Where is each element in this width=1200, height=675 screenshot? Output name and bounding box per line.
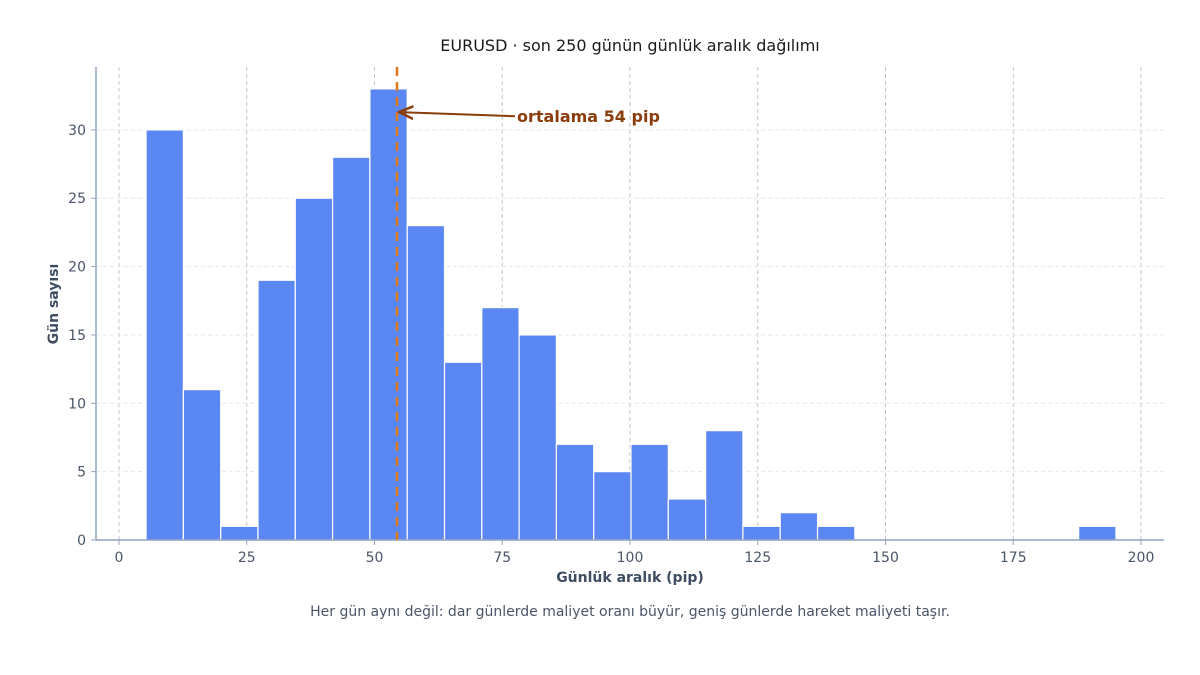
x-axis-label: Günlük aralık (pip): [556, 570, 704, 586]
y-tick-label: 15: [68, 328, 86, 344]
grid-lines: [96, 67, 1164, 541]
mean-line-group: ortalama 54 pip: [395, 67, 660, 540]
x-tick-label: 125: [744, 550, 771, 566]
y-tick-label: 5: [77, 465, 86, 481]
histogram-bar: [182, 389, 222, 541]
y-tick-label: 20: [68, 260, 86, 276]
y-axis-label: Gün sayısı: [46, 264, 62, 345]
histogram-bar: [1078, 525, 1117, 541]
y-tick-label: 25: [68, 191, 86, 207]
histogram-bar: [369, 88, 408, 541]
histogram-bar: [406, 224, 446, 541]
x-tick-label: 200: [1128, 550, 1155, 566]
histogram-bar: [257, 279, 296, 541]
x-tick-label: 0: [115, 550, 124, 566]
histogram-bar: [331, 156, 371, 541]
tick-labels: 0 25 50 75 100 125 150 175 200 0 5 10 15 20 25 30: [68, 123, 1154, 566]
mean-annotation-label: ortalama 54 pip: [517, 107, 660, 126]
histogram-bar: [705, 430, 744, 541]
histogram-bar: [145, 129, 184, 541]
histogram-bar: [518, 334, 558, 541]
x-tick-label: 100: [617, 550, 644, 566]
histogram-bar: [220, 525, 259, 541]
histogram-bar: [555, 443, 595, 541]
x-tick-label: 25: [238, 550, 256, 566]
chart-title: EURUSD · son 250 günün günlük aralık dağ…: [440, 36, 819, 55]
y-tick-label: 10: [68, 396, 86, 412]
histogram-bar: [742, 525, 781, 541]
y-tick-label: 30: [68, 123, 86, 139]
y-tick-label: 0: [77, 533, 86, 549]
histogram-bar: [816, 525, 856, 541]
x-tick-label: 75: [493, 550, 511, 566]
histogram-bar: [481, 307, 520, 541]
histogram-bar: [593, 471, 632, 541]
x-tick-label: 50: [366, 550, 384, 566]
chart-caption: Her gün aynı değil: dar günlerde maliyet…: [310, 604, 950, 620]
x-tick-label: 175: [1000, 550, 1027, 566]
histogram-bar: [779, 512, 819, 541]
histogram-bar: [294, 197, 334, 541]
mean-annotation-arrow: [399, 112, 516, 116]
histogram-bar: [443, 361, 483, 541]
histogram-bar: [667, 498, 707, 541]
histogram-bar: [630, 443, 669, 541]
x-tick-label: 150: [872, 550, 899, 566]
histogram-bars: [145, 88, 1117, 541]
